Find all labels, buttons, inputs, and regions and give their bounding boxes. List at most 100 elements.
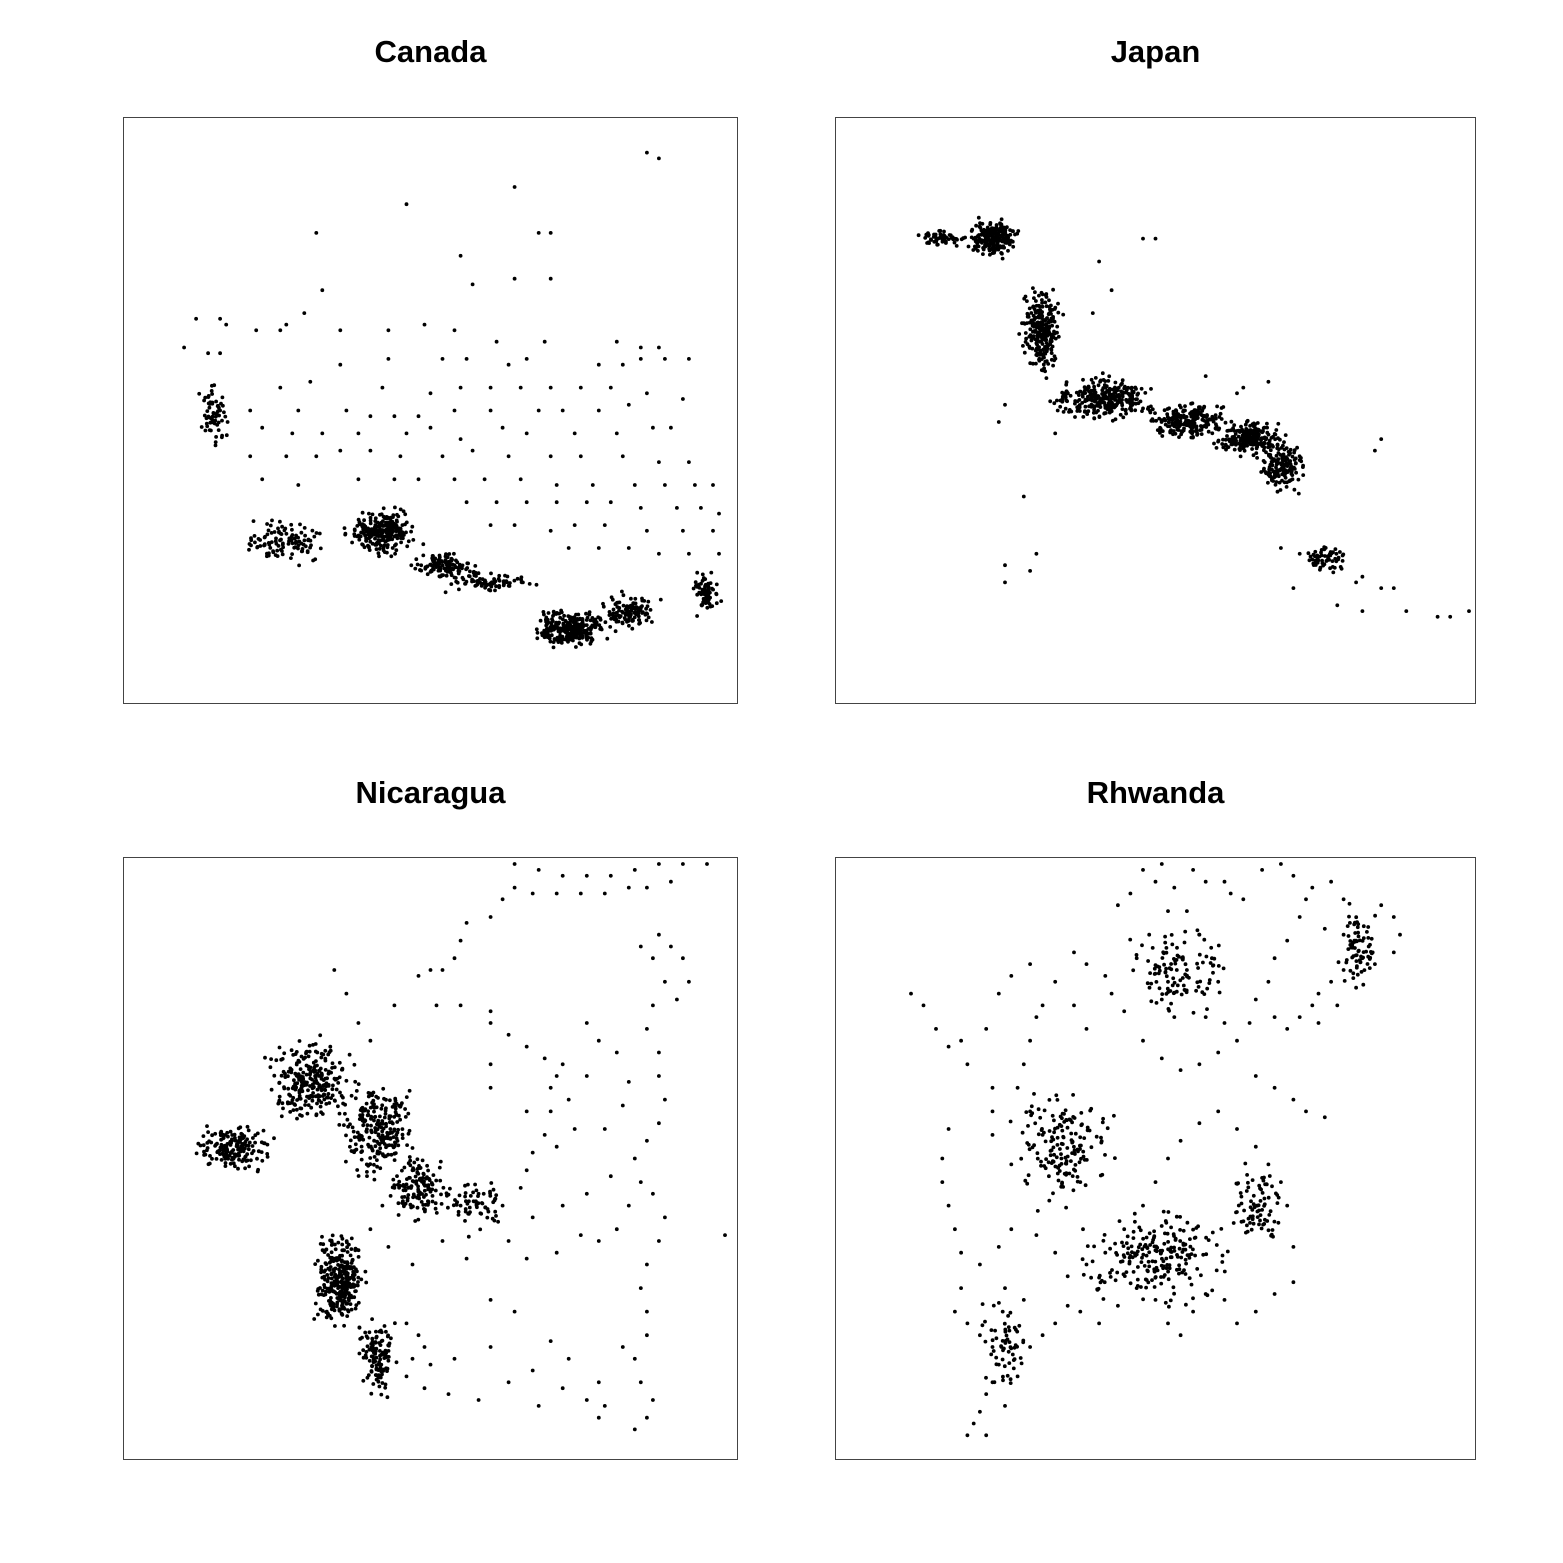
- data-point-japan-tohoku: [1044, 295, 1049, 299]
- data-point-canada-ontario-quebec: [546, 611, 551, 615]
- data-point-nicaragua-east-fan: [492, 1218, 497, 1223]
- data-point-nicaragua-matagalpa: [402, 1165, 407, 1170]
- data-point-canada: [626, 402, 631, 407]
- data-point-nicaragua-managua: [337, 1307, 342, 1312]
- data-point-canada-west-ring: [270, 518, 274, 523]
- data-point-nicaragua-northwest-highlands: [331, 1083, 335, 1088]
- data-point-rhwanda-north-central: [1154, 980, 1159, 984]
- data-point-japan-hokkaido: [999, 217, 1004, 222]
- data-point-rhwanda-north-central: [1169, 933, 1174, 937]
- data-point-japan-tohoku: [1047, 298, 1051, 303]
- data-point-nicaragua-pacific-coast: [243, 1146, 247, 1151]
- data-point-nicaragua: [608, 1174, 613, 1179]
- data-point-rhwanda-east-cluster: [1261, 1222, 1265, 1227]
- data-point-nicaragua-managua: [351, 1269, 356, 1274]
- data-point-rhwanda-northeast-strip: [1365, 962, 1370, 966]
- data-point-rhwanda-northeast-strip: [1361, 936, 1366, 940]
- data-point-nicaragua: [681, 862, 685, 866]
- data-point-rhwanda-south-central: [1117, 1219, 1122, 1223]
- data-point-nicaragua: [626, 1080, 631, 1084]
- data-point-japan-ryukyu-north: [1336, 555, 1341, 560]
- data-point-nicaragua-central-core: [390, 1105, 395, 1109]
- data-point-japan-hokkaido: [972, 244, 977, 249]
- data-point-nicaragua: [638, 944, 643, 949]
- data-point-canada-ontario-quebec: [574, 645, 578, 649]
- data-point-canada-st-lawrence: [646, 615, 651, 620]
- data-point-canada-prairie-core: [388, 520, 393, 525]
- data-point-rhwanda-west-central: [1069, 1159, 1073, 1163]
- data-point-rhwanda-east-cluster: [1249, 1227, 1254, 1232]
- data-point-nicaragua-managua: [330, 1233, 335, 1238]
- data-point-japan-ryukyu-north: [1332, 565, 1337, 570]
- data-point-japan-kansai: [1171, 429, 1176, 433]
- data-point-rhwanda-northeast-strip: [1342, 979, 1347, 983]
- data-point-rhwanda-south-central: [1151, 1238, 1155, 1242]
- data-point-rhwanda-east-cluster: [1275, 1201, 1280, 1205]
- data-point-canada: [248, 454, 253, 459]
- data-point-japan-kanto-chubu: [1124, 411, 1128, 416]
- data-point-japan-southwest: [1267, 470, 1271, 474]
- data-point-nicaragua-matagalpa: [397, 1185, 401, 1190]
- data-point-rhwanda: [1228, 891, 1233, 896]
- data-point-canada: [596, 362, 601, 367]
- data-point-rhwanda: [1322, 926, 1327, 931]
- data-point-nicaragua: [584, 1191, 589, 1196]
- data-point-nicaragua-central-core: [365, 1113, 370, 1118]
- data-point-nicaragua: [614, 1227, 619, 1232]
- data-point-canada-prairie-core: [360, 523, 364, 528]
- data-point-japan-kansai: [1154, 418, 1158, 423]
- data-point-rhwanda: [1247, 1021, 1252, 1025]
- data-point-nicaragua-lakes-south: [370, 1317, 374, 1321]
- data-point-japan-tohoku: [1052, 329, 1056, 334]
- data-point-rhwanda-northeast-strip: [1369, 936, 1374, 941]
- data-point-nicaragua-east-fan: [489, 1181, 494, 1185]
- data-point-nicaragua-east-fan: [467, 1205, 472, 1210]
- data-point-nicaragua-managua: [363, 1269, 368, 1274]
- data-point-nicaragua-east-fan: [439, 1192, 443, 1197]
- data-point-nicaragua: [584, 1021, 589, 1025]
- data-point-nicaragua-northwest-highlands: [318, 1104, 323, 1109]
- data-point-japan-tohoku: [1029, 319, 1034, 324]
- data-point-japan-kansai: [1194, 426, 1199, 431]
- data-point-japan-hokkaido-west: [935, 242, 940, 247]
- data-point-canada-ontario-quebec: [580, 625, 585, 629]
- data-point-rhwanda-southwest-tail: [1001, 1378, 1005, 1383]
- data-point-nicaragua: [488, 1062, 493, 1067]
- data-point-rhwanda: [1253, 1144, 1258, 1149]
- data-point-nicaragua-central-core: [342, 1123, 346, 1127]
- data-point-japan-kanto-chubu: [1113, 404, 1118, 409]
- data-point-nicaragua: [596, 1380, 601, 1385]
- data-point-canada-ontario-quebec: [548, 625, 553, 630]
- data-point-japan-tohoku: [1037, 330, 1041, 335]
- data-point-nicaragua-northwest-highlands: [297, 1039, 302, 1043]
- data-point-canada-prairie-core: [381, 506, 386, 511]
- data-point-nicaragua-northwest-highlands: [317, 1068, 321, 1073]
- data-point-nicaragua-managua: [353, 1289, 357, 1294]
- data-point-japan-hokkaido: [1005, 225, 1009, 230]
- data-point-japan-southwest: [1268, 453, 1273, 457]
- data-point-rhwanda-west-central: [1052, 1118, 1056, 1123]
- data-point-nicaragua-east-fan: [446, 1205, 450, 1210]
- data-point-canada-ontario-quebec: [570, 637, 575, 642]
- data-point-nicaragua-managua: [336, 1263, 340, 1267]
- data-point-rhwanda-south-central: [1183, 1247, 1188, 1252]
- data-point-nicaragua-central-core: [388, 1098, 392, 1103]
- data-point-rhwanda-north-central: [1205, 1007, 1209, 1011]
- data-point-japan-kanto-chubu: [1086, 409, 1091, 414]
- data-point-rhwanda: [1297, 915, 1302, 919]
- data-point-nicaragua-matagalpa: [409, 1186, 413, 1190]
- data-point-japan-kanto-chubu: [1067, 408, 1072, 412]
- data-point-nicaragua-lakes-south: [374, 1363, 379, 1368]
- data-point-rhwanda-south-central: [1146, 1259, 1151, 1264]
- data-point-japan-shikoku-kyushu: [1225, 429, 1230, 433]
- data-point-nicaragua-central-core: [369, 1129, 374, 1134]
- data-point-japan-kansai: [1211, 419, 1216, 424]
- data-point-japan-kanto-chubu: [1089, 377, 1094, 382]
- data-point-japan-hokkaido: [977, 236, 982, 241]
- data-point-nicaragua-lakes-south: [365, 1375, 370, 1380]
- data-point-nicaragua-northwest-highlands: [311, 1043, 315, 1047]
- data-point-nicaragua-matagalpa: [428, 1189, 433, 1194]
- data-point-japan-ryukyu-north: [1308, 554, 1313, 559]
- data-point-rhwanda: [1235, 1038, 1239, 1043]
- data-point-japan-kanto-chubu: [1093, 404, 1097, 409]
